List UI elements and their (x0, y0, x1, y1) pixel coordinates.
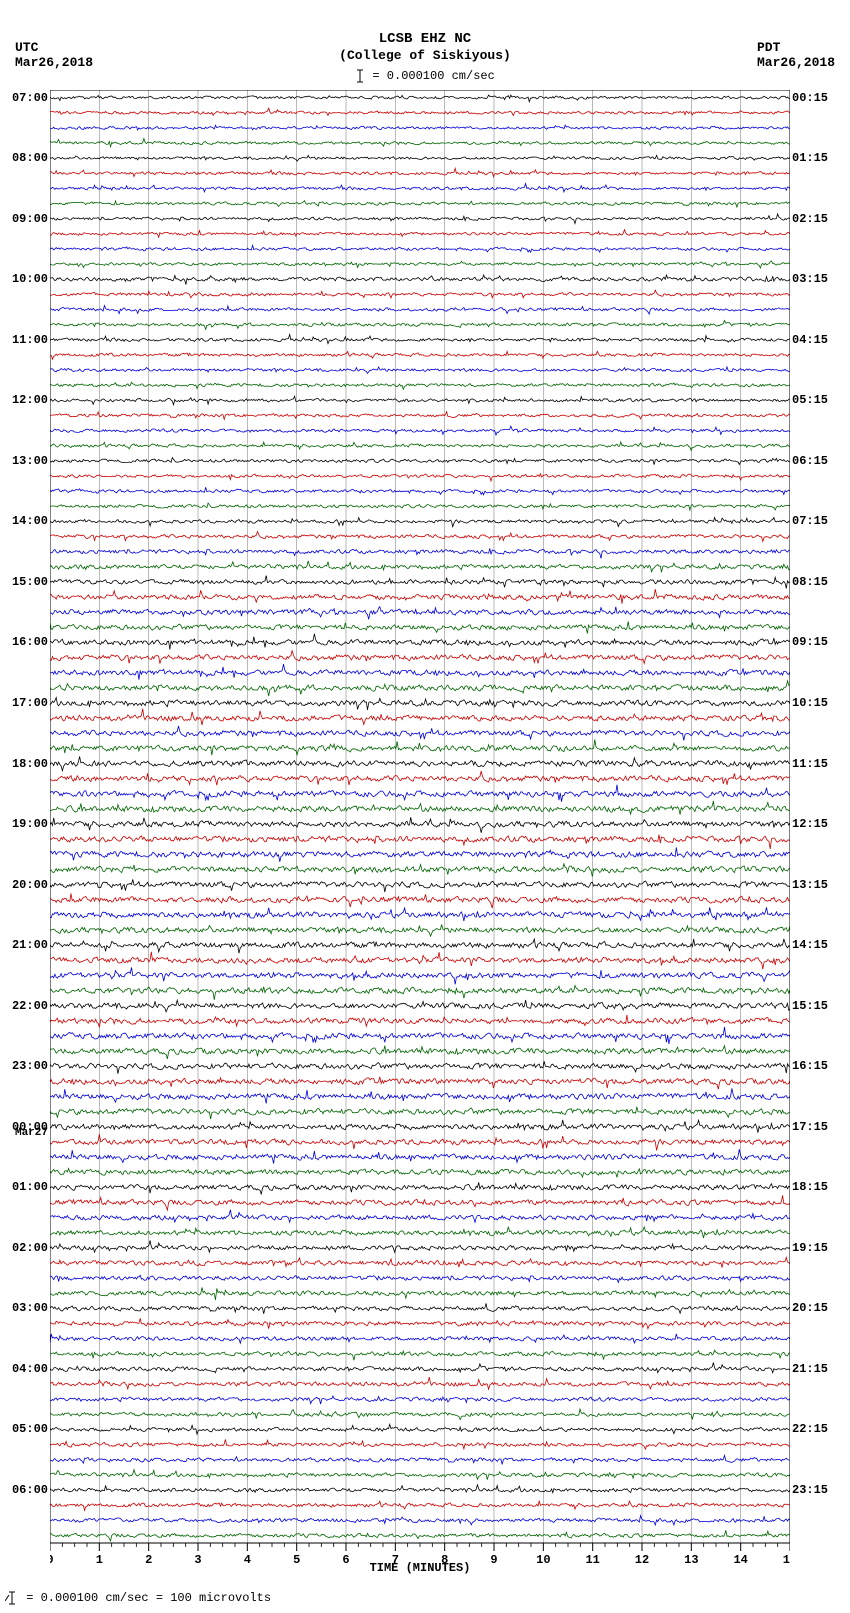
pdt-time-label: 00:15 (790, 91, 828, 105)
header: LCSB EHZ NC (College of Siskiyous) = 0.0… (0, 0, 850, 85)
utc-time-label: 04:00 (12, 1362, 50, 1376)
pdt-time-label: 02:15 (790, 212, 828, 226)
utc-time-label: 21:00 (12, 938, 50, 952)
pdt-time-label: 03:15 (790, 272, 828, 286)
pdt-time-label: 14:15 (790, 938, 828, 952)
utc-time-label: 09:00 (12, 212, 50, 226)
pdt-time-label: 13:15 (790, 878, 828, 892)
pdt-time-label: 23:15 (790, 1483, 828, 1497)
utc-time-label: 03:00 (12, 1301, 50, 1315)
tz-right: PDT Mar26,2018 (757, 40, 835, 70)
scale-text: = 0.000100 cm/sec (372, 69, 494, 83)
station-location: (College of Siskiyous) (0, 48, 850, 65)
pdt-time-label: 19:15 (790, 1241, 828, 1255)
pdt-time-label: 10:15 (790, 696, 828, 710)
pdt-time-label: 04:15 (790, 333, 828, 347)
utc-time-label: 19:00 (12, 817, 50, 831)
utc-time-label: 01:00 (12, 1180, 50, 1194)
utc-time-label: 22:00 (12, 999, 50, 1013)
utc-time-label: 11:00 (12, 333, 50, 347)
seismogram-container: UTC Mar26,2018 PDT Mar26,2018 LCSB EHZ N… (0, 0, 850, 1613)
tz-left-date: Mar26,2018 (15, 55, 93, 70)
x-axis: 0123456789101112131415 TIME (MINUTES) (50, 1543, 790, 1573)
utc-time-label: 18:00 (12, 757, 50, 771)
utc-time-label: 07:00 (12, 91, 50, 105)
day-marker: Mar27 (15, 1127, 50, 1139)
utc-time-label: 17:00 (12, 696, 50, 710)
pdt-time-label: 21:15 (790, 1362, 828, 1376)
utc-time-label: 14:00 (12, 514, 50, 528)
utc-time-label: 06:00 (12, 1483, 50, 1497)
pdt-time-label: 16:15 (790, 1059, 828, 1073)
tz-right-label: PDT (757, 40, 835, 55)
utc-time-label: 23:00 (12, 1059, 50, 1073)
footer-scale-text: = 0.000100 cm/sec = 100 microvolts (26, 1591, 271, 1605)
utc-time-label: 08:00 (12, 151, 50, 165)
x-axis-label: TIME (MINUTES) (50, 1561, 790, 1575)
utc-time-label: 10:00 (12, 272, 50, 286)
utc-time-label: 13:00 (12, 454, 50, 468)
grid-svg (50, 90, 790, 1543)
utc-time-label: 02:00 (12, 1241, 50, 1255)
tz-left-label: UTC (15, 40, 93, 55)
scale-indicator: = 0.000100 cm/sec (0, 69, 850, 85)
pdt-time-label: 07:15 (790, 514, 828, 528)
pdt-time-label: 01:15 (790, 151, 828, 165)
pdt-time-label: 22:15 (790, 1422, 828, 1436)
utc-time-label: 05:00 (12, 1422, 50, 1436)
pdt-time-label: 09:15 (790, 635, 828, 649)
pdt-time-label: 15:15 (790, 999, 828, 1013)
pdt-time-label: 12:15 (790, 817, 828, 831)
pdt-time-label: 06:15 (790, 454, 828, 468)
plot-area: 07:0000:1508:0001:1509:0002:1510:0003:15… (50, 90, 790, 1543)
pdt-time-label: 18:15 (790, 1180, 828, 1194)
station-title: LCSB EHZ NC (0, 30, 850, 48)
utc-time-label: 16:00 (12, 635, 50, 649)
pdt-time-label: 20:15 (790, 1301, 828, 1315)
pdt-time-label: 17:15 (790, 1120, 828, 1134)
utc-time-label: 12:00 (12, 393, 50, 407)
pdt-time-label: 08:15 (790, 575, 828, 589)
pdt-time-label: 05:15 (790, 393, 828, 407)
footer-scale: = 0.000100 cm/sec = 100 microvolts (5, 1591, 271, 1605)
pdt-time-label: 11:15 (790, 757, 828, 771)
tz-right-date: Mar26,2018 (757, 55, 835, 70)
utc-time-label: 15:00 (12, 575, 50, 589)
tz-left: UTC Mar26,2018 (15, 40, 93, 70)
utc-time-label: 20:00 (12, 878, 50, 892)
